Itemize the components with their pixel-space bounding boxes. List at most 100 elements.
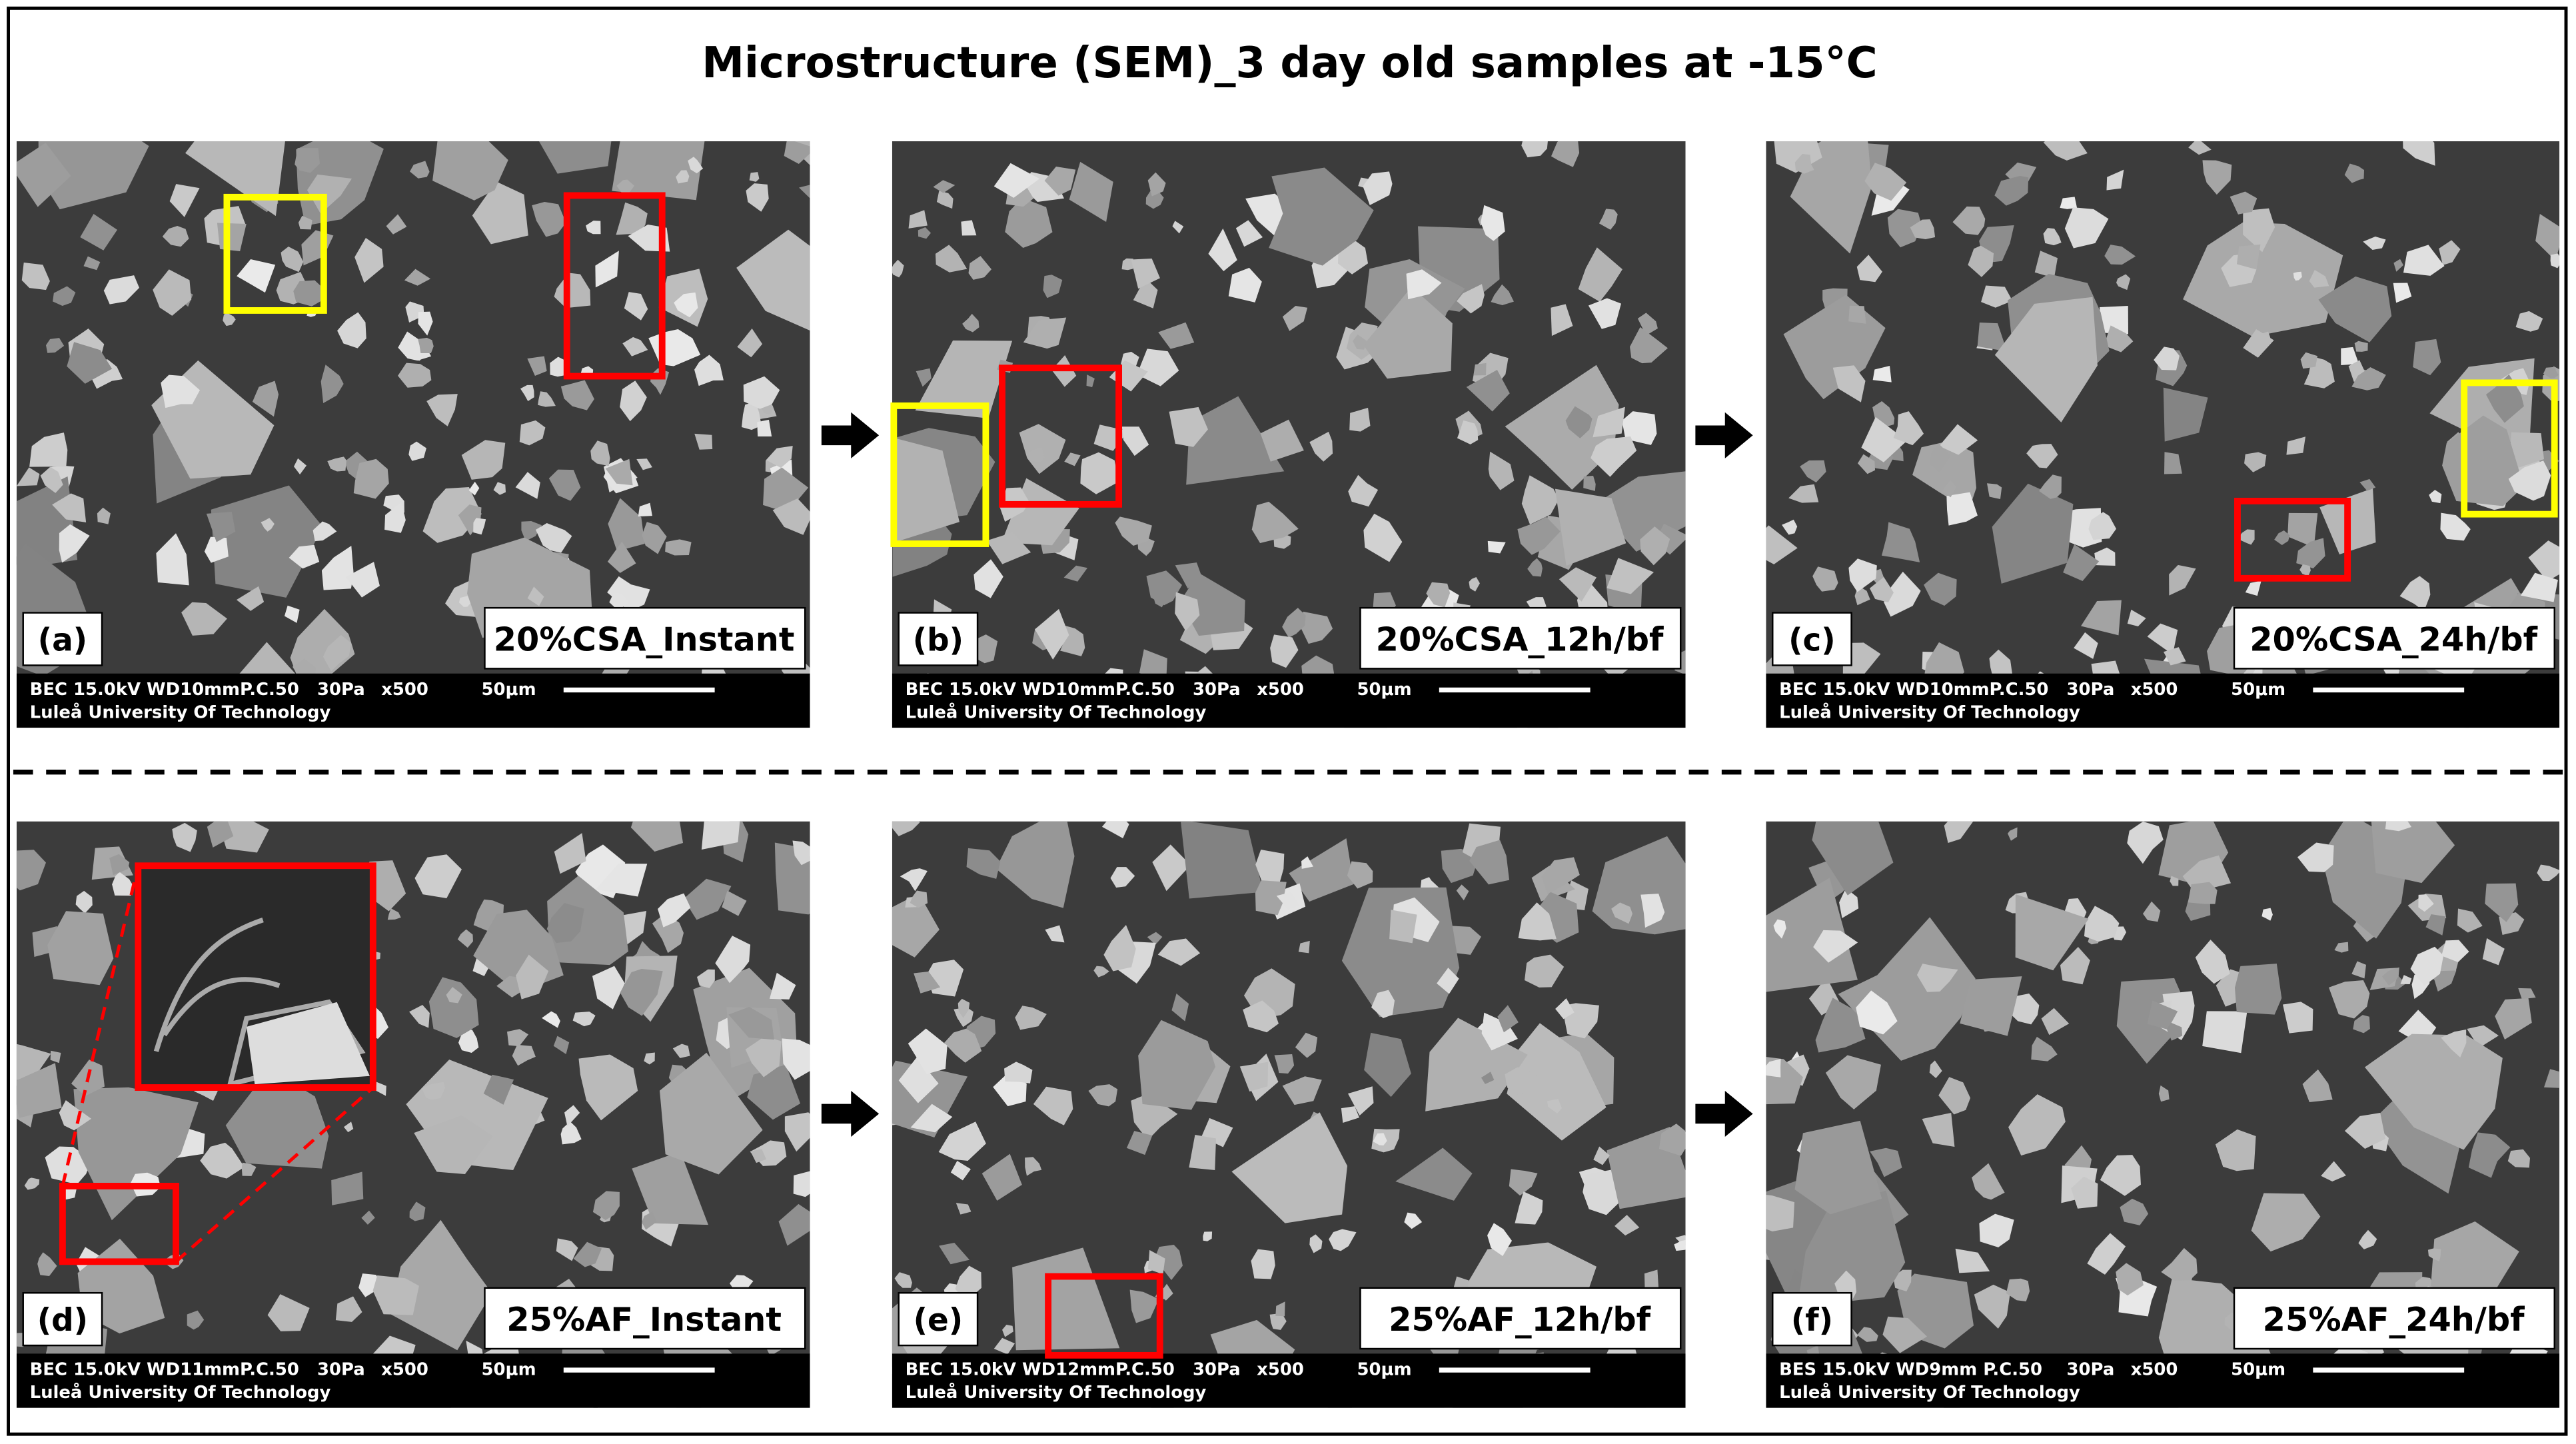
- particle: [1426, 582, 1451, 608]
- particle: [2230, 191, 2257, 215]
- panel-label: (b): [913, 622, 964, 658]
- particle: [1487, 540, 1506, 554]
- particle: [161, 374, 200, 408]
- sem-panel: BEC 15.0kV WD10mmP.C.50 30Pa x500 50μm Luleå…: [892, 141, 1686, 728]
- particle: [321, 364, 344, 403]
- pressure: 30Pa: [317, 1359, 365, 1379]
- magnification: x500: [1257, 1359, 1304, 1379]
- particle: [2170, 876, 2179, 886]
- particle: [252, 380, 279, 417]
- particle: [298, 215, 313, 230]
- particle: [241, 1162, 257, 1176]
- particle: [590, 440, 610, 466]
- institution: Luleå University Of Technology: [906, 701, 1207, 722]
- particle: [1025, 1157, 1042, 1176]
- particle: [2064, 207, 2109, 249]
- info-bar: [1766, 673, 2560, 728]
- particle: [52, 493, 87, 522]
- particle: [2166, 1022, 2183, 1041]
- particle: [1251, 1249, 1275, 1279]
- particle: [1003, 1062, 1033, 1083]
- particle: [468, 481, 480, 496]
- particle: [1800, 460, 1826, 483]
- particle: [206, 511, 236, 542]
- particle: [1611, 902, 1632, 924]
- particle: [608, 498, 645, 552]
- particle: [2287, 512, 2318, 548]
- particle: [2334, 942, 2349, 953]
- particle: [1228, 267, 1262, 303]
- particle: [592, 966, 625, 1010]
- particle: [750, 1149, 767, 1163]
- particle: [1640, 894, 1665, 928]
- particle: [97, 507, 111, 524]
- particle: [1882, 1316, 1928, 1353]
- particle: [2127, 821, 2164, 864]
- inset-particle: [246, 1002, 370, 1085]
- particle: [2441, 1030, 2467, 1058]
- particle: [2202, 1011, 2248, 1054]
- particle: [2087, 1233, 2126, 1275]
- particle: [1979, 1213, 2014, 1247]
- particle: [527, 586, 544, 606]
- particle: [2034, 251, 2058, 279]
- particle: [2351, 961, 2366, 979]
- particle: [2100, 1155, 2141, 1196]
- particle: [962, 313, 979, 333]
- particle: [1614, 1215, 1640, 1236]
- particle: [1992, 483, 2074, 584]
- particle: [1960, 976, 2022, 1036]
- particle: [1565, 406, 1593, 438]
- particle: [1088, 1084, 1118, 1107]
- particle: [207, 821, 234, 848]
- particle: [620, 380, 647, 422]
- particle: [16, 467, 40, 486]
- particle: [1916, 964, 1958, 992]
- particle: [1507, 1023, 1607, 1141]
- particle: [793, 1171, 810, 1197]
- particle: [2245, 580, 2261, 596]
- particle: [2163, 387, 2208, 442]
- particle: [636, 458, 652, 470]
- label-box: [898, 1291, 979, 1347]
- particle: [620, 969, 663, 1016]
- particle: [2302, 1069, 2333, 1102]
- particle: [1491, 284, 1514, 306]
- particle: [409, 1005, 430, 1028]
- particle: [2043, 141, 2088, 161]
- particle: [2161, 1247, 2198, 1281]
- particle: [1939, 424, 1978, 455]
- particle: [2006, 1278, 2030, 1302]
- particle: [404, 269, 431, 286]
- particle: [322, 634, 351, 672]
- scale-text: 50μm: [1357, 1359, 1412, 1379]
- particle: [2031, 1036, 2058, 1062]
- particle: [1551, 304, 1573, 337]
- particle: [2008, 827, 2018, 841]
- particle: [632, 1151, 708, 1225]
- particle: [743, 376, 780, 409]
- particle: [2147, 623, 2178, 655]
- particle: [2358, 1229, 2377, 1249]
- particle: [624, 292, 648, 321]
- particle: [2413, 339, 2441, 376]
- particle: [1138, 1020, 1216, 1110]
- particle: [219, 821, 269, 853]
- particle: [2359, 478, 2376, 491]
- particle: [715, 936, 751, 984]
- particle: [1944, 821, 1974, 843]
- sample-name: 25%AF_Instant: [506, 1300, 782, 1339]
- particle: [1559, 567, 1597, 602]
- particle: [261, 518, 275, 532]
- particle: [683, 878, 732, 920]
- particle: [573, 1241, 602, 1267]
- particle: [2164, 452, 2182, 474]
- particle: [204, 536, 229, 563]
- particle: [398, 331, 432, 361]
- particle: [1473, 362, 1487, 376]
- particle: [223, 313, 236, 327]
- particle: [908, 210, 928, 229]
- particle: [29, 432, 68, 467]
- particle: [457, 929, 473, 948]
- particle: [772, 498, 810, 535]
